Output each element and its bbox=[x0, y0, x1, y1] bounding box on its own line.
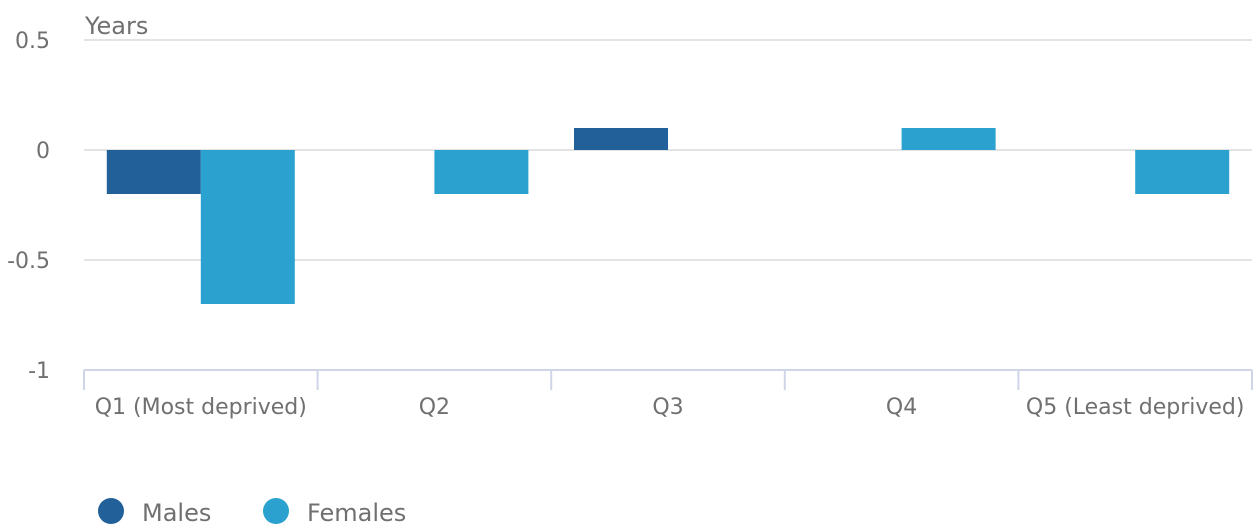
legend-label-males: Males bbox=[142, 499, 211, 524]
x-tick-label: Q4 bbox=[886, 395, 917, 420]
bars bbox=[106, 128, 1230, 304]
y-axis-ticks: 0.5 0 -0.5 -1 bbox=[7, 29, 50, 384]
y-tick-label: 0.5 bbox=[15, 29, 50, 54]
x-tick-label: Q3 bbox=[652, 395, 683, 420]
y-tick-label: -1 bbox=[28, 359, 50, 384]
bar-males-1 bbox=[106, 150, 201, 194]
legend-swatch-males bbox=[98, 498, 124, 524]
y-axis-label: Years bbox=[84, 12, 148, 40]
bar-females-2 bbox=[434, 150, 529, 194]
y-tick-label: 0 bbox=[36, 139, 50, 164]
y-tick-label: -0.5 bbox=[7, 249, 50, 274]
bar-females-1 bbox=[200, 150, 295, 304]
x-axis-ticks: Q1 (Most deprived) Q2 Q3 Q4 Q5 (Least depriv… bbox=[95, 395, 1245, 420]
legend: Males Females bbox=[98, 498, 406, 524]
bar-males-3 bbox=[574, 128, 668, 150]
x-tick-label: Q5 (Least deprived) bbox=[1026, 395, 1245, 420]
bar-females-5 bbox=[1135, 150, 1230, 194]
legend-label-females: Females bbox=[307, 499, 406, 524]
x-axis bbox=[83, 369, 1253, 390]
x-tick-label: Q2 bbox=[419, 395, 450, 420]
bar-females-4 bbox=[901, 128, 996, 150]
legend-swatch-females bbox=[263, 498, 289, 524]
x-tick-label: Q1 (Most deprived) bbox=[95, 395, 307, 420]
